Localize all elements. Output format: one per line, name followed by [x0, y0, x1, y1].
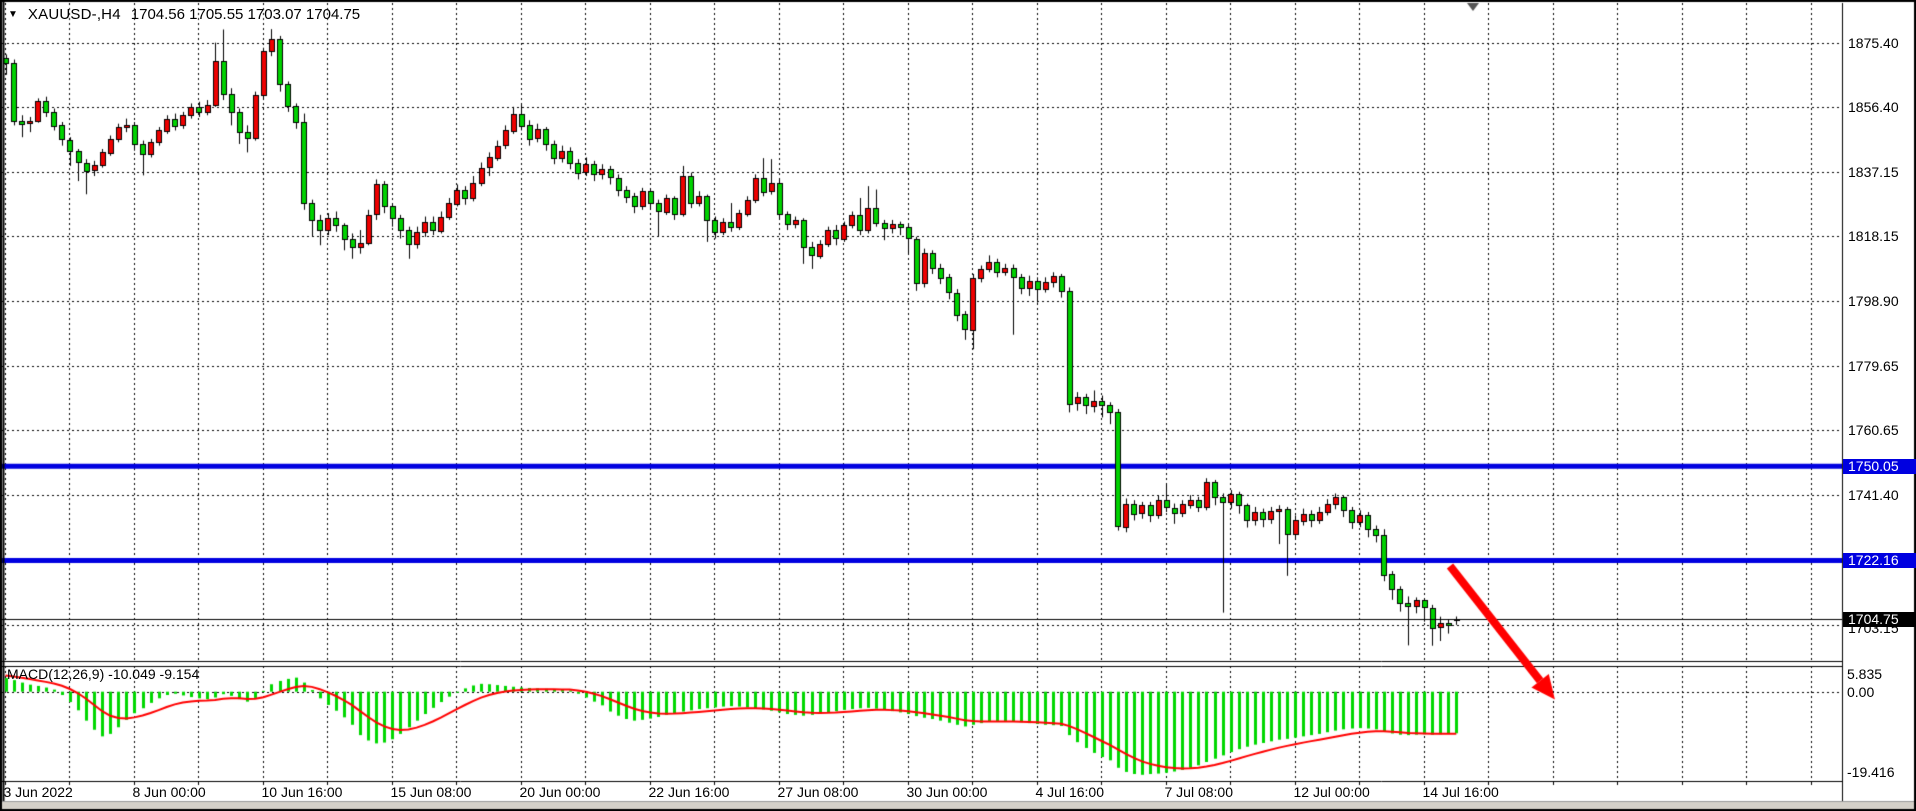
time-axis-label: 22 Jun 16:00	[648, 784, 730, 800]
time-axis-label: 7 Jul 08:00	[1164, 784, 1234, 800]
macd-scale-label: 0.00	[1847, 684, 1875, 700]
time-axis-label: 12 Jul 00:00	[1293, 784, 1370, 800]
time-axis-label: 20 Jun 00:00	[519, 784, 601, 800]
support-price-tag: 1722.16	[1843, 552, 1916, 568]
time-axis-label: 30 Jun 00:00	[906, 784, 988, 800]
time-axis-label: 14 Jul 16:00	[1422, 784, 1499, 800]
price-axis-label: 1875.40	[1848, 35, 1899, 51]
macd-name-label: MACD(12,26,9)	[7, 666, 105, 682]
chart-title-bar: ▼ XAUUSD-,H4 1704.56 1705.55 1703.07 170…	[8, 6, 360, 23]
time-axis-label: 4 Jul 16:00	[1035, 784, 1105, 800]
time-axis-label: 15 Jun 08:00	[390, 784, 472, 800]
macd-indicator-label: MACD(12,26,9) -10.049 -9.154	[7, 666, 199, 682]
price-axis-label: 1837.15	[1848, 164, 1899, 181]
price-axis-label: 1760.65	[1848, 422, 1899, 439]
resistance-price-tag: 1750.05	[1843, 458, 1916, 474]
ohlc-quote-label: 1704.56 1705.55 1703.07 1704.75	[130, 6, 361, 23]
price-axis-label: 1798.90	[1848, 293, 1899, 310]
price-axis-label: 1779.65	[1848, 358, 1899, 375]
symbol-timeframe-label: XAUUSD-,H4	[27, 6, 121, 23]
price-axis-label: 1741.40	[1848, 487, 1899, 504]
price-axis-label: 1856.40	[1848, 99, 1899, 116]
macd-values-label: -10.049 -9.154	[108, 666, 200, 682]
bid-price-tag: 1704.75	[1843, 611, 1916, 627]
time-axis-label: 8 Jun 00:00	[132, 784, 206, 800]
symbol-dropdown-triangle-icon[interactable]: ▼	[8, 8, 18, 20]
time-axis-label: 3 Jun 2022	[3, 784, 73, 800]
time-axis-label: 27 Jun 08:00	[777, 784, 859, 800]
price-axis-label: 1818.15	[1848, 228, 1899, 245]
macd-scale-label: -19.416	[1847, 764, 1895, 780]
time-axis-label: 10 Jun 16:00	[261, 784, 343, 800]
macd-scale-label: 5.835	[1847, 666, 1883, 682]
